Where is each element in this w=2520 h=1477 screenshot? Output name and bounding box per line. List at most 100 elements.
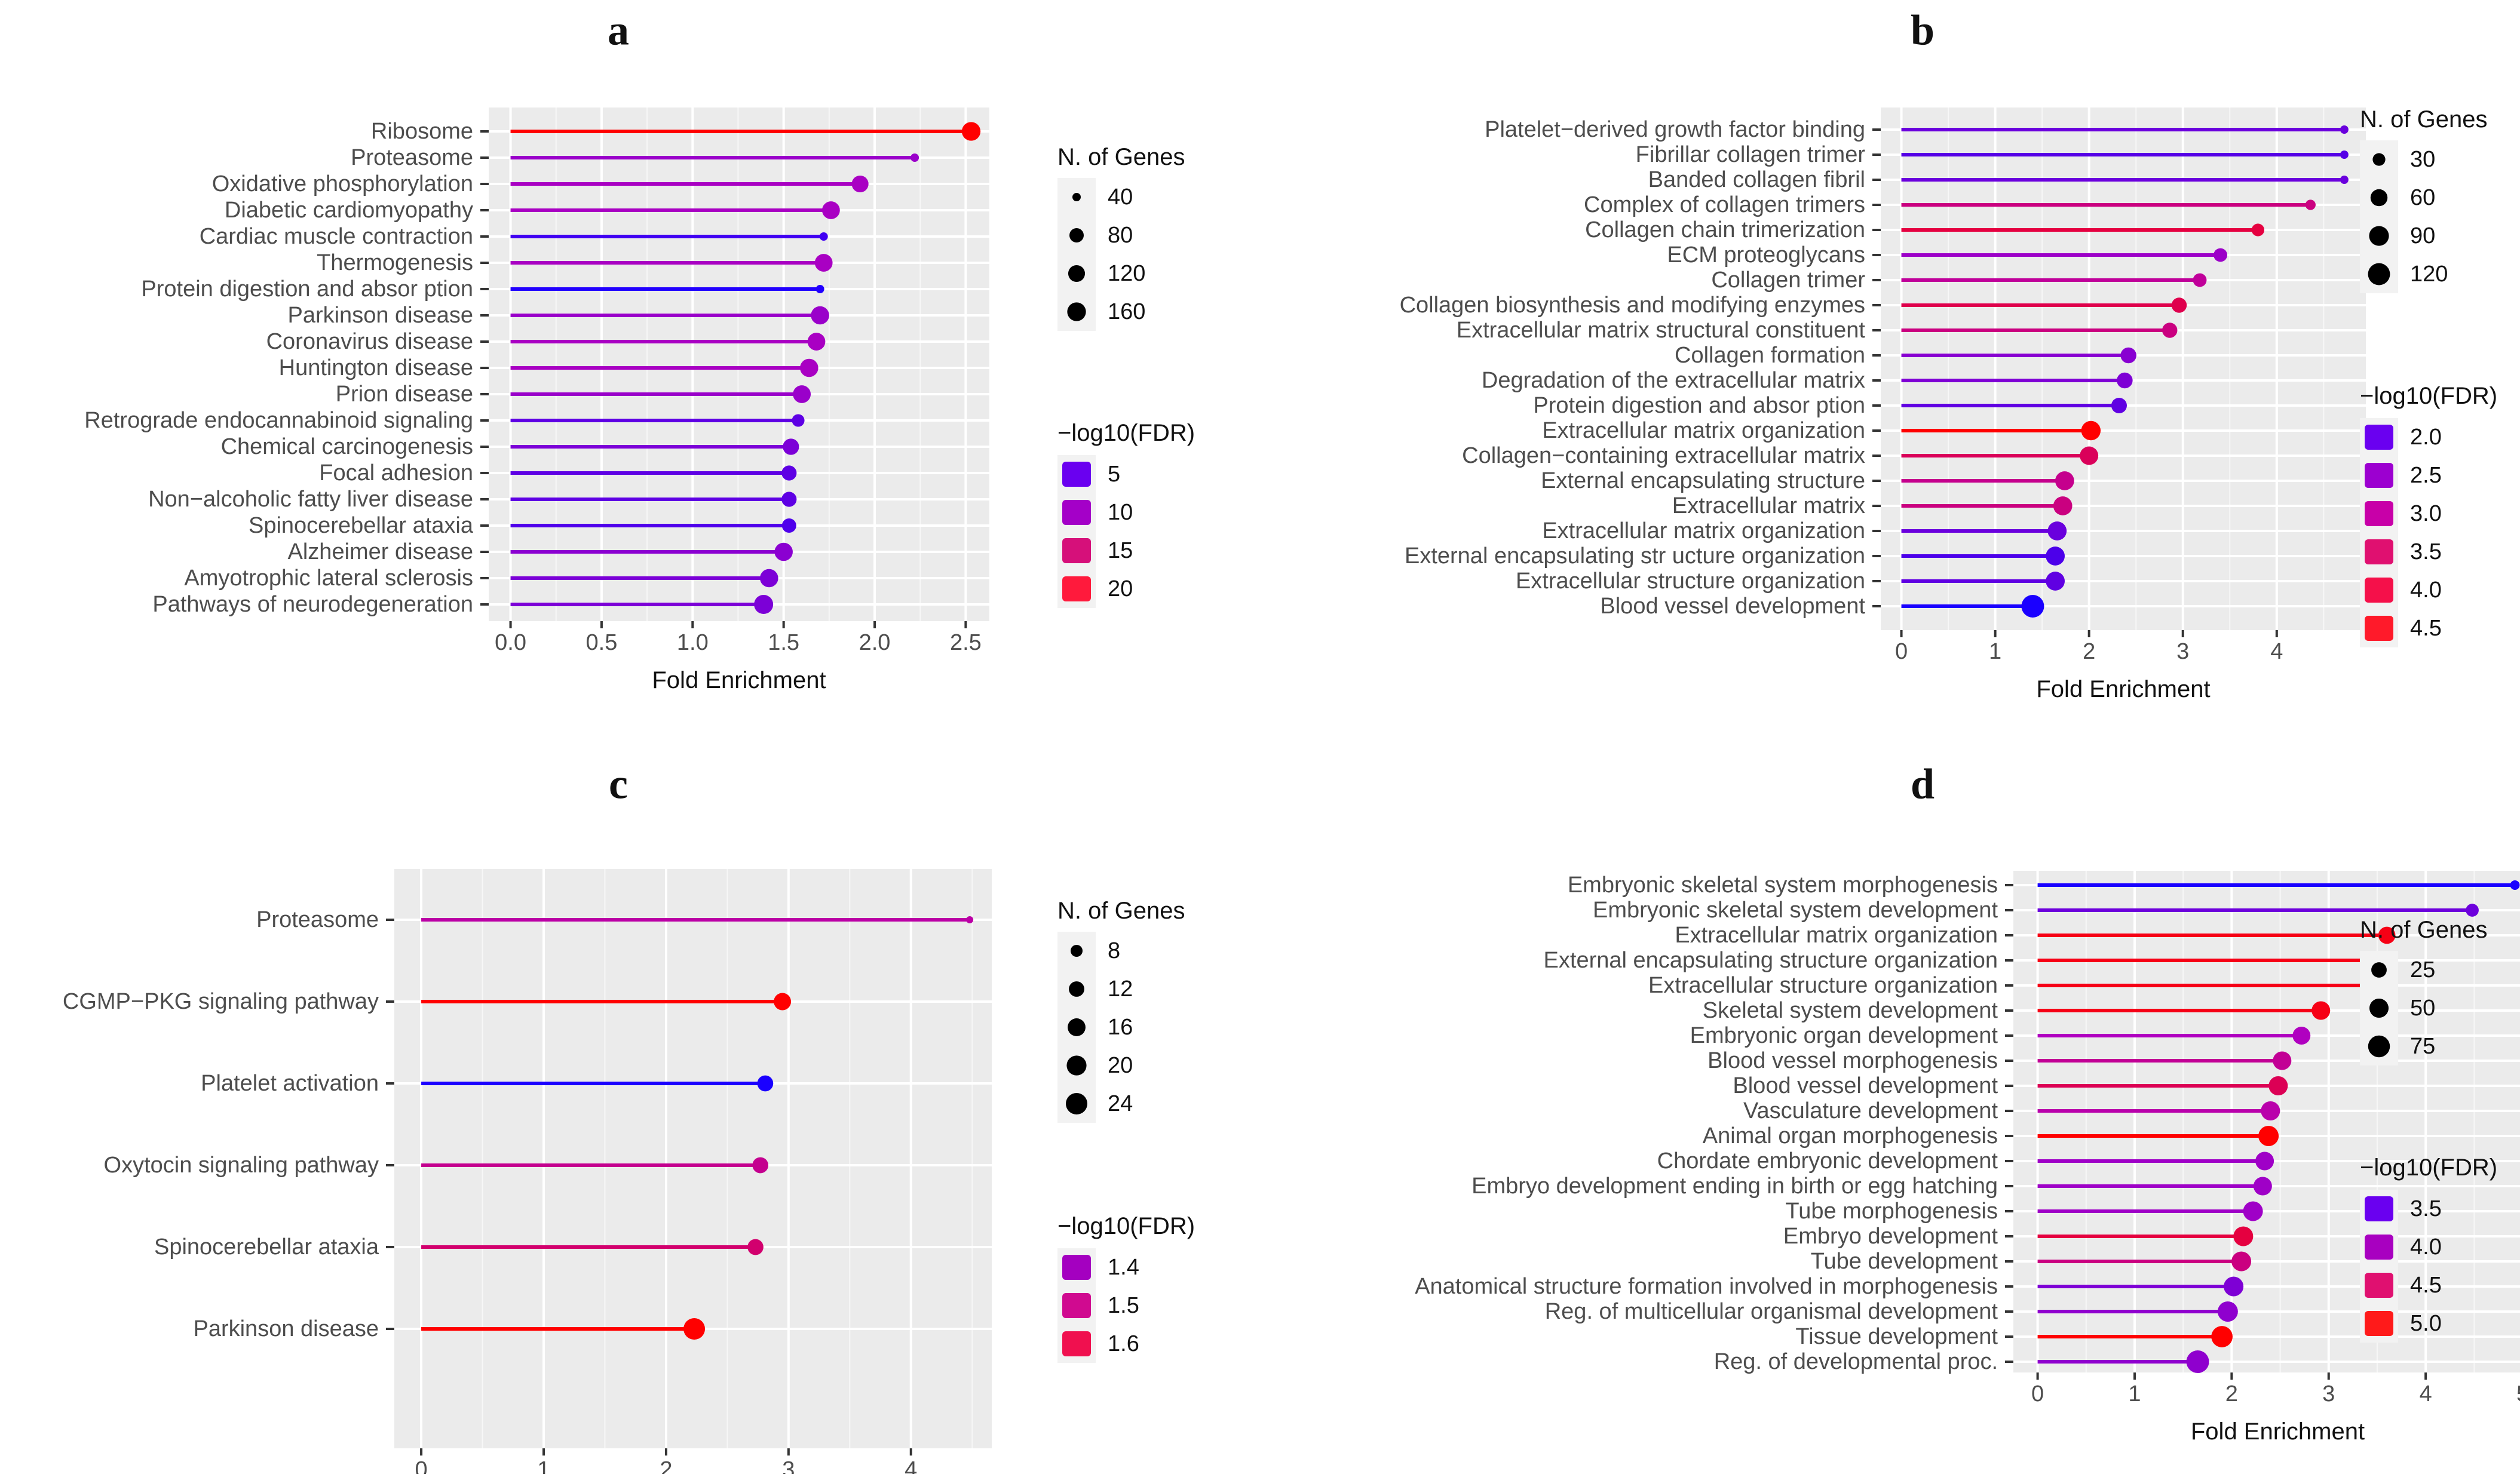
size-legend-label: 120 [2410,262,2448,287]
color-legend-title: −log10(FDR) [2360,383,2497,409]
size-legend-dot [1068,1018,1086,1036]
category-label: Proteasome [351,145,473,170]
category-label: Chordate embryonic development [1657,1149,1998,1174]
lollipop-point [2171,297,2187,313]
x-axis-title: Fold Enrichment [2191,1418,2365,1445]
category-label: Ribosome [371,119,473,144]
lollipop-point [774,542,793,561]
color-legend-label: 1.6 [1108,1331,1139,1356]
panel-letter: a [608,7,629,54]
size-legend-dot [2368,1035,2390,1058]
x-tick-label: 5 [2516,1381,2520,1407]
category-label: Extracellular matrix [1672,493,1865,518]
color-legend-label: 3.5 [2410,539,2442,564]
color-legend-title: −log10(FDR) [2360,1154,2497,1181]
color-legend-label: 1.5 [1108,1293,1139,1318]
lollipop-point [966,916,974,923]
size-legend-dot [1069,981,1084,997]
size-legend-dot [1069,228,1084,242]
category-label: Spinocerebellar ataxia [154,1235,379,1260]
color-legend-swatch [2365,1273,2393,1298]
category-label: Prion disease [336,382,473,407]
lollipop-point [2046,572,2065,591]
plot-background [394,869,992,1448]
size-legend-label: 24 [1108,1091,1133,1116]
x-tick-label: 3 [782,1457,795,1474]
lollipop-point [752,1157,769,1174]
category-label: Blood vessel morphogenesis [1707,1048,1998,1073]
category-label: Collagen formation [1675,343,1865,368]
category-label: Animal organ morphogenesis [1703,1123,1998,1149]
category-label: Tube development [1811,1249,1998,1274]
x-tick-label: 2.5 [950,630,982,655]
category-label: Proteasome [256,907,379,932]
lollipop-point [793,385,811,403]
color-legend-swatch [2365,1196,2393,1221]
category-label: Spinocerebellar ataxia [249,513,474,538]
category-label: Collagen biosynthesis and modifying enzy… [1400,293,1865,318]
lollipop-point [2378,926,2396,944]
lollipop-point [754,595,774,614]
x-axis-title: Fold Enrichment [652,667,826,693]
size-legend-dot [1067,302,1086,321]
category-label: Extracellular matrix organization [1542,418,1865,443]
size-legend-title: N. of Genes [2360,917,2487,943]
category-label: Chemical carcinogenesis [221,434,473,459]
lollipop-point [2268,1076,2288,1096]
x-tick-label: 1.0 [677,630,709,655]
category-label: Diabetic cardiomyopathy [225,198,473,223]
category-label: Platelet−derived growth factor binding [1485,117,1865,142]
size-legend-dot [1068,265,1086,282]
category-label: Collagen chain trimerization [1585,217,1865,242]
lollipop-point [811,306,829,325]
color-legend-label: 5.0 [2410,1311,2442,1336]
lollipop-point [757,1075,774,1092]
lollipop-point [2211,1326,2233,1347]
color-legend-swatch [2365,616,2393,641]
size-legend-title: N. of Genes [1057,898,1185,924]
color-legend-label: 20 [1108,576,1133,601]
size-legend-dot [2372,153,2386,166]
lollipop-point [792,414,805,427]
lollipop-point [816,285,824,293]
color-legend-swatch [1062,462,1091,487]
category-label: Alzheimer disease [288,539,473,564]
lollipop-point [2224,1276,2244,1297]
color-legend-label: 5 [1108,462,1120,487]
lollipop-point [2021,595,2044,618]
lollipop-point [2292,1027,2311,1045]
x-tick-label: 4 [905,1457,917,1474]
lollipop-point [2251,223,2264,237]
category-label: Thermogenesis [317,250,473,275]
lollipop-point [781,518,796,533]
category-label: Extracellular matrix organization [1542,518,1865,543]
x-tick-label: 0 [415,1457,428,1474]
color-legend-label: 10 [1108,500,1133,525]
lollipop-point [2047,521,2067,541]
x-tick-label: 1 [1989,639,2001,664]
x-tick-label: 0.0 [495,630,526,655]
category-label: Cardiac muscle contraction [200,224,473,249]
lollipop-point [2080,446,2099,465]
category-label: Skeletal system development [1703,998,1998,1023]
category-label: Blood vessel development [1600,594,1865,619]
category-label: Non−alcoholic fatty liver disease [148,487,473,512]
category-label: Collagen−containing extracellular matrix [1462,443,1865,468]
category-label: Embryo development ending in birth or eg… [1471,1174,1998,1199]
x-tick-label: 1.5 [768,630,799,655]
x-tick-label: 1 [2128,1381,2141,1407]
panel-letter: b [1911,7,1935,54]
category-label: Embryo development [1783,1224,1998,1249]
category-label: Retrograde endocannabinoid signaling [84,408,473,433]
lollipop-point [2255,1151,2274,1171]
size-legend-title: N. of Genes [1057,144,1185,170]
x-tick-label: 3 [2176,639,2189,664]
size-legend-label: 120 [1108,261,1145,286]
color-legend-swatch [1062,576,1091,601]
x-tick-label: 2 [660,1457,672,1474]
x-tick-label: 4 [2270,639,2283,664]
category-label: External encapsulating structure organiz… [1544,948,1998,973]
panel-letter: d [1911,760,1935,808]
